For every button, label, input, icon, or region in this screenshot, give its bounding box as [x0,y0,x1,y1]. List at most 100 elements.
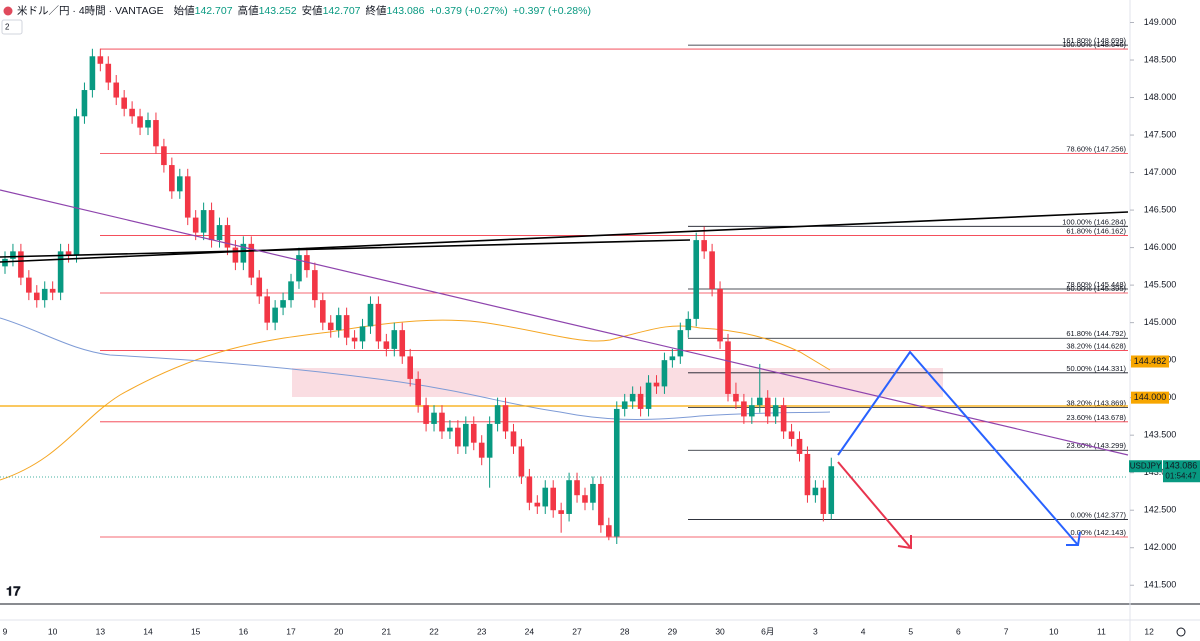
candle-body [423,405,429,424]
drawings-back [292,368,943,397]
candle-body [216,225,223,241]
x-tick-label: 20 [334,626,344,636]
y-tick-label: 148.500 [1144,54,1177,64]
trend-line [0,239,691,258]
fib-label: 23.60% (143.299) [1066,441,1126,450]
fib-label: 50.00% (145.395) [1066,284,1126,293]
x-tick-label: 4 [861,626,866,636]
axes: 141.500142.000142.500143.000143.500144.0… [3,17,1200,636]
candle-body [176,176,183,192]
candle-body [613,408,620,537]
candle-body [407,356,413,379]
candle-body [145,120,151,128]
candle-body [502,405,509,432]
candle-body [391,330,398,349]
stat-value: 142.707 [195,5,233,17]
candle-body [137,116,143,128]
candle-body [161,146,167,166]
candle-body [169,165,175,192]
y-tick-label: 149.000 [1144,17,1177,27]
y-tick-label: 146.000 [1144,242,1177,252]
candle-body [351,337,358,342]
candle-body [272,307,278,323]
symbol-tag-label: USDJPY [1130,461,1162,470]
candle-body [534,502,541,507]
candle-body [415,378,421,406]
candle-body [590,483,596,503]
arrow-head [1066,531,1081,546]
candle-body [153,120,159,147]
candle-body [10,251,16,259]
moving-average [0,319,831,481]
x-tick-label: 17 [286,626,296,636]
symbol-icon [3,6,13,16]
candle-body [749,405,755,417]
candle-body [256,277,263,297]
candle-body [693,240,700,319]
candle-body [264,296,270,323]
symbol-tag [1129,460,1162,473]
fib-label: 100.00% (148.646) [1062,40,1126,49]
candle-body [113,82,120,98]
x-tick-label: 6 [956,626,961,636]
settings-button[interactable] [1176,627,1186,637]
candle-body [18,251,24,278]
fib-label: 61.80% (146.162) [1066,226,1126,235]
trend-line [0,211,1129,263]
fib-label: 78.60% (145.448) [1066,280,1126,289]
x-tick-label: 15 [191,626,201,636]
candle-body [804,453,811,496]
x-tick-label: 11 [1097,626,1106,636]
candle-body [383,341,390,349]
candle-body [621,401,628,409]
candle-body [97,56,104,64]
candle-body [717,288,723,342]
x-tick-label: 10 [1049,626,1059,636]
candle-body [788,431,795,439]
candle-body [764,397,771,417]
candle-body [812,487,819,496]
x-tick-label: 10 [48,626,58,636]
x-tick-label: 12 [1144,626,1154,636]
y-tick-label: 146.500 [1144,204,1177,214]
x-tick-label: 3 [813,626,818,636]
collapse-button[interactable] [1,19,23,35]
stat-label: 安値 [302,4,323,17]
stat-value: 143.086 [387,5,425,17]
candle-body [343,315,350,338]
fib-label: 38.20% (144.628) [1066,342,1126,351]
candle-body [685,318,692,331]
candle-body [439,412,445,432]
candle-body [248,243,255,278]
candle-body [772,405,779,417]
candle-body [327,322,334,331]
candle-body [645,382,652,409]
badge: 2 [5,23,10,32]
header: 米ドル／円 · 4時間 · VANTAGE 始値142.707 高値143.252 安… [1,4,591,35]
y-tick-label: 147.000 [1144,167,1177,177]
x-tick-label: 21 [382,626,392,636]
x-tick-label: 27 [572,626,582,636]
symbol: 米ドル／円 · 4時間 · VANTAGE [17,4,164,17]
candle-body [49,288,56,293]
stat-value: 142.707 [323,5,361,17]
candle-body [526,476,533,503]
x-tick-label: 7 [1004,626,1009,636]
price-tag-label: 143.086 [1165,461,1198,471]
candle-body [296,255,302,282]
candle-body [288,281,294,301]
candle-body [455,427,461,447]
candle-body [335,315,342,331]
trend-line [0,189,1129,456]
candle-body [129,108,135,117]
projection [837,350,1079,546]
candle-body [89,56,96,91]
candle-body [320,300,326,323]
candle-body [725,341,731,394]
fib-label: 0.00% (142.143) [1071,528,1127,537]
y-tick-label: 142.500 [1144,505,1177,515]
candle-body [661,360,668,387]
candle-body [192,217,199,233]
moving-average [0,317,831,420]
